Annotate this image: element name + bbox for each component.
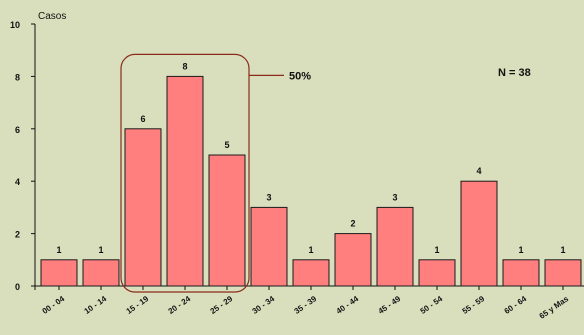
bar [40,259,78,287]
bar-value-label: 1 [56,245,61,255]
y-tick-label: 0 [15,282,20,292]
bar [502,259,540,287]
bar-value-label: 1 [308,245,313,255]
x-tick-label: 60 - 64 [503,294,529,316]
y-axis-label: Casos [38,11,66,22]
highlight-box [120,53,250,293]
y-tick-label: 8 [15,72,20,82]
bar-value-label: 5 [224,140,229,150]
bar [376,206,414,287]
x-tick-label: 20 - 24 [167,294,193,316]
x-tick-label: 00 - 04 [41,294,67,316]
bar-value-label: 2 [350,219,355,229]
bar-value-label: 4 [476,166,481,176]
x-tick-label: 65 y Mas [538,294,571,321]
highlight-label: 50% [289,70,311,82]
bar-value-label: 1 [560,245,565,255]
bar [208,154,246,287]
x-tick-label: 55 - 59 [461,294,487,316]
bar [292,259,330,287]
total-annotation: N = 38 [498,67,531,79]
bar [334,233,372,287]
x-tick-label: 40 - 44 [335,294,361,316]
x-tick-label: 30 - 34 [251,294,277,316]
bar [544,259,582,287]
x-tick-label: 10 - 14 [83,294,109,316]
x-tick-label: 25 - 29 [209,294,235,316]
bar-value-label: 1 [434,245,439,255]
bar [250,206,288,287]
bar [418,259,456,287]
x-tick-label: 50 - 54 [419,294,445,316]
bar-value-label: 3 [392,192,397,202]
bar-value-label: 6 [140,114,145,124]
y-tick-label: 4 [15,177,20,187]
bar-value-label: 3 [266,192,271,202]
bar [82,259,120,287]
bar [124,128,162,287]
bar-value-label: 8 [182,61,187,71]
y-tick-label: 10 [10,20,20,30]
x-tick-label: 45 - 49 [377,294,403,316]
x-tick-label: 15 - 19 [125,294,151,316]
y-tick-label: 2 [15,230,20,240]
bar [460,180,498,287]
bar-value-label: 1 [518,245,523,255]
x-tick-label: 35 - 39 [293,294,319,316]
bar [166,75,204,287]
y-tick-label: 6 [15,125,20,135]
bar-value-label: 1 [98,245,103,255]
